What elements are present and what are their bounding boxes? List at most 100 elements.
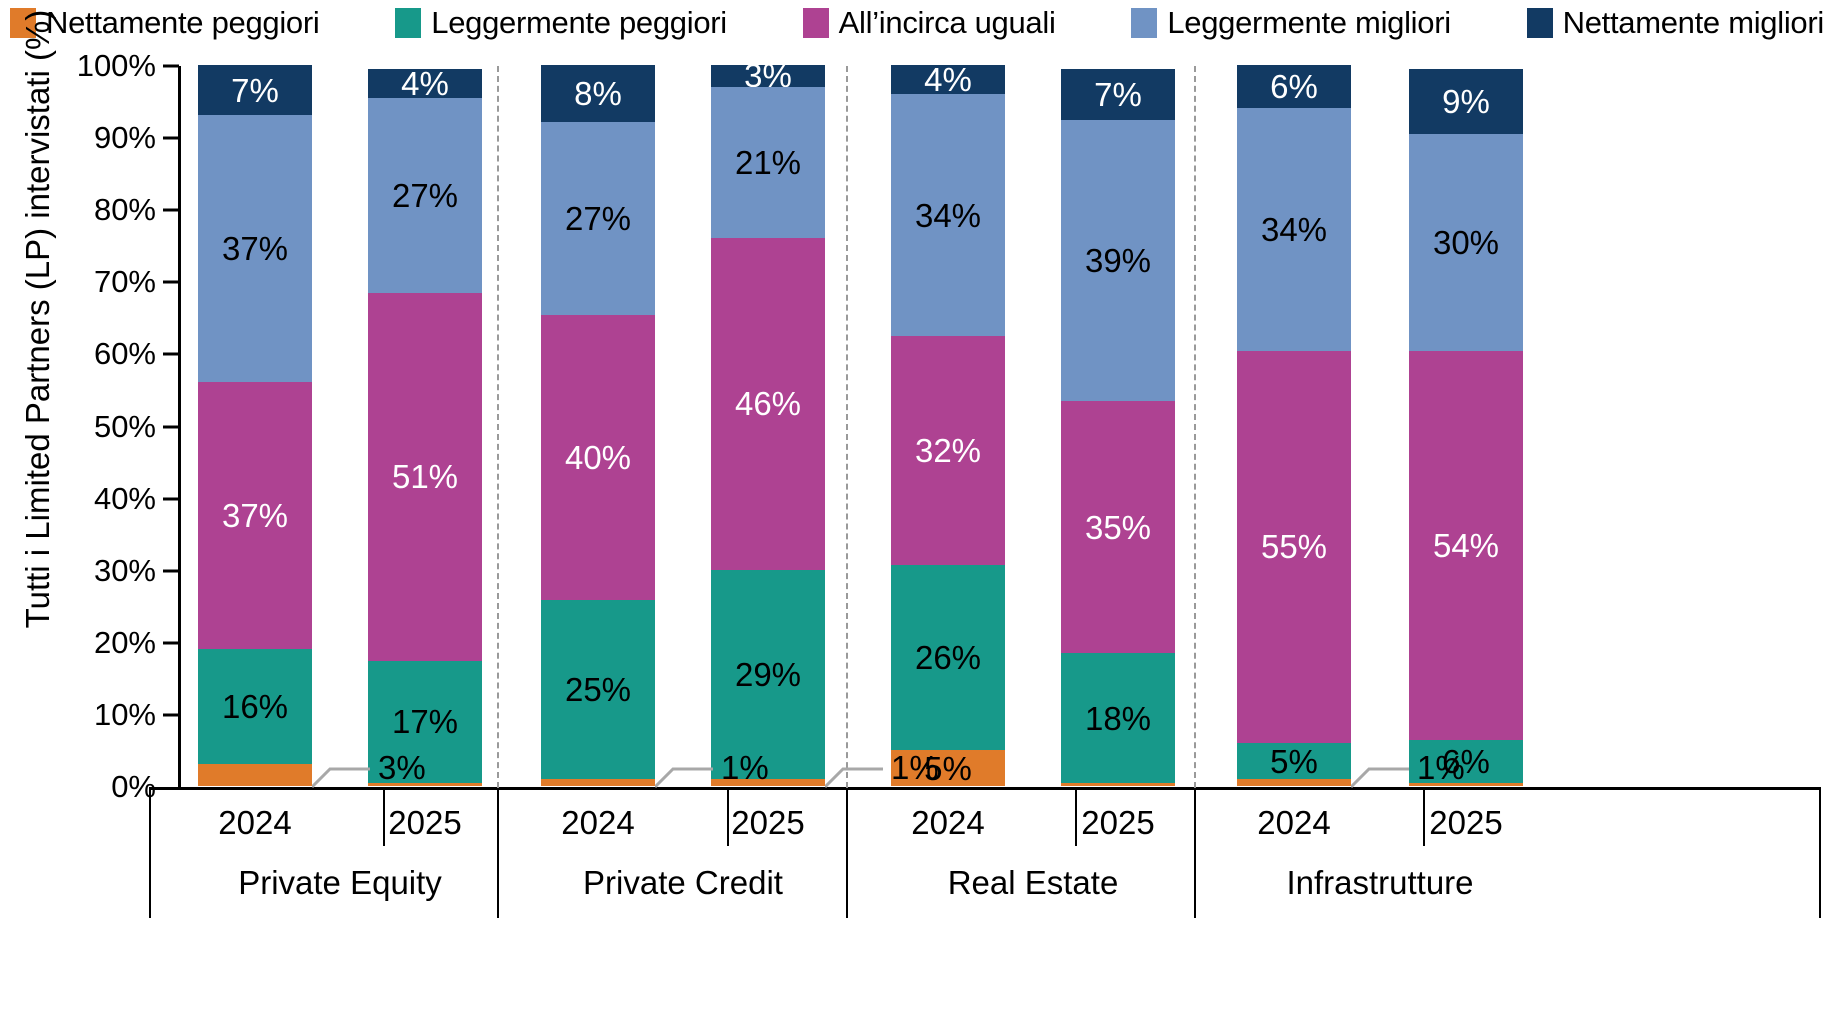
bar-segment-leggermente_migliori[interactable]: 34% bbox=[1237, 107, 1351, 351]
bar-private-equity-2025[interactable]: 17% 51% 27% 4% bbox=[368, 65, 482, 786]
x-axis-year-label: 2024 bbox=[1257, 804, 1331, 841]
y-axis-tick-label: 90% bbox=[93, 120, 156, 156]
legend-item-label: Nettamente migliori bbox=[1562, 5, 1825, 40]
bar-segment-nettamente_peggiori[interactable] bbox=[1409, 783, 1523, 786]
y-axis-tick-mark bbox=[163, 425, 179, 428]
bar-segment-leggermente_migliori[interactable]: 34% bbox=[891, 93, 1005, 337]
segment-value-label: 26% bbox=[914, 639, 982, 677]
bar-segment-allincirca_uguali[interactable]: 46% bbox=[711, 238, 825, 570]
x-axis-group-divider bbox=[1194, 790, 1196, 918]
bar-segment-nettamente_peggiori[interactable] bbox=[711, 778, 825, 786]
segment-value-label: 35% bbox=[1084, 508, 1152, 546]
callout-value-label: 1% bbox=[891, 749, 939, 786]
legend-item-allincirca_uguali[interactable]: All’incirca uguali bbox=[802, 5, 1056, 41]
bar-segment-nettamente_migliori[interactable]: 3% bbox=[711, 59, 825, 92]
bar-segment-nettamente_migliori[interactable]: 4% bbox=[891, 63, 1005, 96]
bar-segment-nettamente_migliori[interactable]: 7% bbox=[1061, 69, 1175, 120]
x-axis-group-divider bbox=[497, 790, 499, 918]
segment-value-label: 5% bbox=[1270, 742, 1318, 780]
bar-infrastrutture-2024[interactable]: 5% 55% 34% 6% bbox=[1237, 65, 1351, 786]
bar-private-credit-2025[interactable]: 29% 46% 21% 3% bbox=[711, 59, 825, 786]
x-axis-year-divider bbox=[1075, 790, 1077, 846]
y-axis-tick-label: 100% bbox=[76, 48, 156, 83]
callout-value-label: 1% bbox=[721, 749, 769, 786]
x-axis-group-label: Private Equity bbox=[238, 864, 442, 901]
segment-value-label: 21% bbox=[734, 143, 802, 181]
bar-segment-nettamente_migliori[interactable]: 9% bbox=[1409, 69, 1523, 135]
bar-segment-nettamente_migliori[interactable]: 4% bbox=[368, 67, 482, 100]
bar-segment-allincirca_uguali[interactable]: 40% bbox=[541, 314, 655, 601]
bar-segment-leggermente_migliori[interactable]: 27% bbox=[541, 122, 655, 315]
segment-value-label: 9% bbox=[1442, 83, 1490, 121]
legend-item-nettamente_migliori[interactable]: Nettamente migliori bbox=[1526, 5, 1825, 41]
bar-segment-leggermente_peggiori[interactable]: 5% bbox=[1237, 743, 1351, 779]
chart-legend: Nettamente peggiori Leggermente peggiori A… bbox=[0, 0, 1830, 46]
segment-value-label: 6% bbox=[1270, 67, 1318, 105]
bar-segment-nettamente_peggiori[interactable] bbox=[368, 783, 482, 786]
bar-segment-leggermente_peggiori[interactable]: 18% bbox=[1061, 653, 1175, 784]
bar-segment-nettamente_peggiori[interactable] bbox=[198, 764, 312, 786]
group-separator bbox=[1194, 66, 1196, 788]
y-axis-tick-mark bbox=[163, 497, 179, 501]
bar-segment-allincirca_uguali[interactable]: 51% bbox=[368, 292, 482, 661]
segment-value-label: 27% bbox=[391, 177, 459, 215]
bar-segment-leggermente_migliori[interactable]: 30% bbox=[1409, 134, 1523, 351]
callout-leader-line bbox=[312, 767, 370, 789]
x-axis-line bbox=[149, 787, 1821, 790]
bar-segment-allincirca_uguali[interactable]: 35% bbox=[1061, 401, 1175, 654]
bar-private-equity-2024[interactable]: 16% 37% 37% 7% bbox=[198, 65, 312, 786]
legend-item-nettamente_peggiori[interactable]: Nettamente peggiori bbox=[10, 5, 320, 41]
y-axis-tick-mark bbox=[163, 569, 179, 573]
y-axis-tick-mark bbox=[163, 136, 179, 140]
segment-value-label: 25% bbox=[564, 671, 632, 709]
legend-item-leggermente_migliori[interactable]: Leggermente migliori bbox=[1131, 5, 1451, 41]
segment-value-label: 30% bbox=[1432, 223, 1500, 261]
y-axis-tick-label: 20% bbox=[93, 624, 156, 660]
x-axis-year-divider bbox=[383, 790, 385, 846]
segment-value-label: 7% bbox=[231, 71, 279, 109]
bar-segment-leggermente_peggiori[interactable]: 25% bbox=[541, 600, 655, 779]
bar-segment-nettamente_peggiori[interactable] bbox=[541, 778, 655, 786]
bar-segment-allincirca_uguali[interactable]: 32% bbox=[891, 336, 1005, 565]
bar-segment-nettamente_migliori[interactable]: 7% bbox=[198, 65, 312, 116]
y-axis-tick-label: 30% bbox=[93, 552, 156, 588]
bar-segment-nettamente_migliori[interactable]: 8% bbox=[541, 65, 655, 123]
y-axis-line bbox=[178, 66, 181, 789]
segment-value-label: 54% bbox=[1432, 526, 1500, 564]
bar-segment-allincirca_uguali[interactable]: 54% bbox=[1409, 350, 1523, 740]
legend-item-leggermente_peggiori[interactable]: Leggermente peggiori bbox=[395, 5, 727, 41]
bar-segment-leggermente_migliori[interactable]: 21% bbox=[711, 86, 825, 239]
legend-swatch-icon bbox=[802, 8, 829, 38]
bar-private-credit-2024[interactable]: 25% 40% 27% 8% bbox=[541, 65, 655, 786]
segment-value-label: 17% bbox=[391, 703, 459, 741]
bar-segment-leggermente_peggiori[interactable]: 29% bbox=[711, 569, 825, 779]
x-axis-year-divider bbox=[1423, 790, 1425, 846]
bar-segment-allincirca_uguali[interactable]: 37% bbox=[198, 382, 312, 650]
callout-leader-line bbox=[1351, 767, 1409, 789]
y-axis-tick-label: 10% bbox=[93, 696, 156, 732]
y-axis-tick-mark bbox=[163, 280, 179, 284]
segment-value-label: 7% bbox=[1094, 76, 1142, 114]
bar-segment-leggermente_peggiori[interactable]: 16% bbox=[198, 649, 312, 765]
y-axis-tick-mark bbox=[163, 641, 179, 645]
bar-segment-nettamente_migliori[interactable]: 6% bbox=[1237, 65, 1351, 108]
bar-segment-nettamente_peggiori[interactable] bbox=[1061, 783, 1175, 786]
bar-segment-leggermente_peggiori[interactable]: 26% bbox=[891, 564, 1005, 751]
bar-real-estate-2024[interactable]: 5% 26% 32% 34% 4% bbox=[891, 63, 1005, 786]
x-axis-labels: 2024 2025 2024 2025 2024 2025 2024 2025 Private … bbox=[149, 790, 1821, 920]
bar-segment-leggermente_migliori[interactable]: 37% bbox=[198, 115, 312, 383]
group-separator bbox=[497, 66, 499, 788]
segment-value-label: 16% bbox=[221, 688, 289, 726]
segment-value-label: 46% bbox=[734, 385, 802, 423]
bar-real-estate-2025[interactable]: 18% 35% 39% 7% bbox=[1061, 65, 1175, 786]
bar-segment-leggermente_migliori[interactable]: 27% bbox=[368, 98, 482, 293]
bar-infrastrutture-2025[interactable]: 6% 54% 30% 9% bbox=[1409, 65, 1523, 786]
x-axis-year-label: 2025 bbox=[1429, 804, 1503, 841]
bar-segment-allincirca_uguali[interactable]: 55% bbox=[1237, 350, 1351, 744]
bar-segment-leggermente_migliori[interactable]: 39% bbox=[1061, 119, 1175, 402]
segment-value-label: 39% bbox=[1084, 241, 1152, 279]
bar-segment-nettamente_peggiori[interactable] bbox=[1237, 778, 1351, 786]
segment-value-label: 34% bbox=[1260, 210, 1328, 248]
y-axis-tick-mark bbox=[163, 713, 179, 717]
